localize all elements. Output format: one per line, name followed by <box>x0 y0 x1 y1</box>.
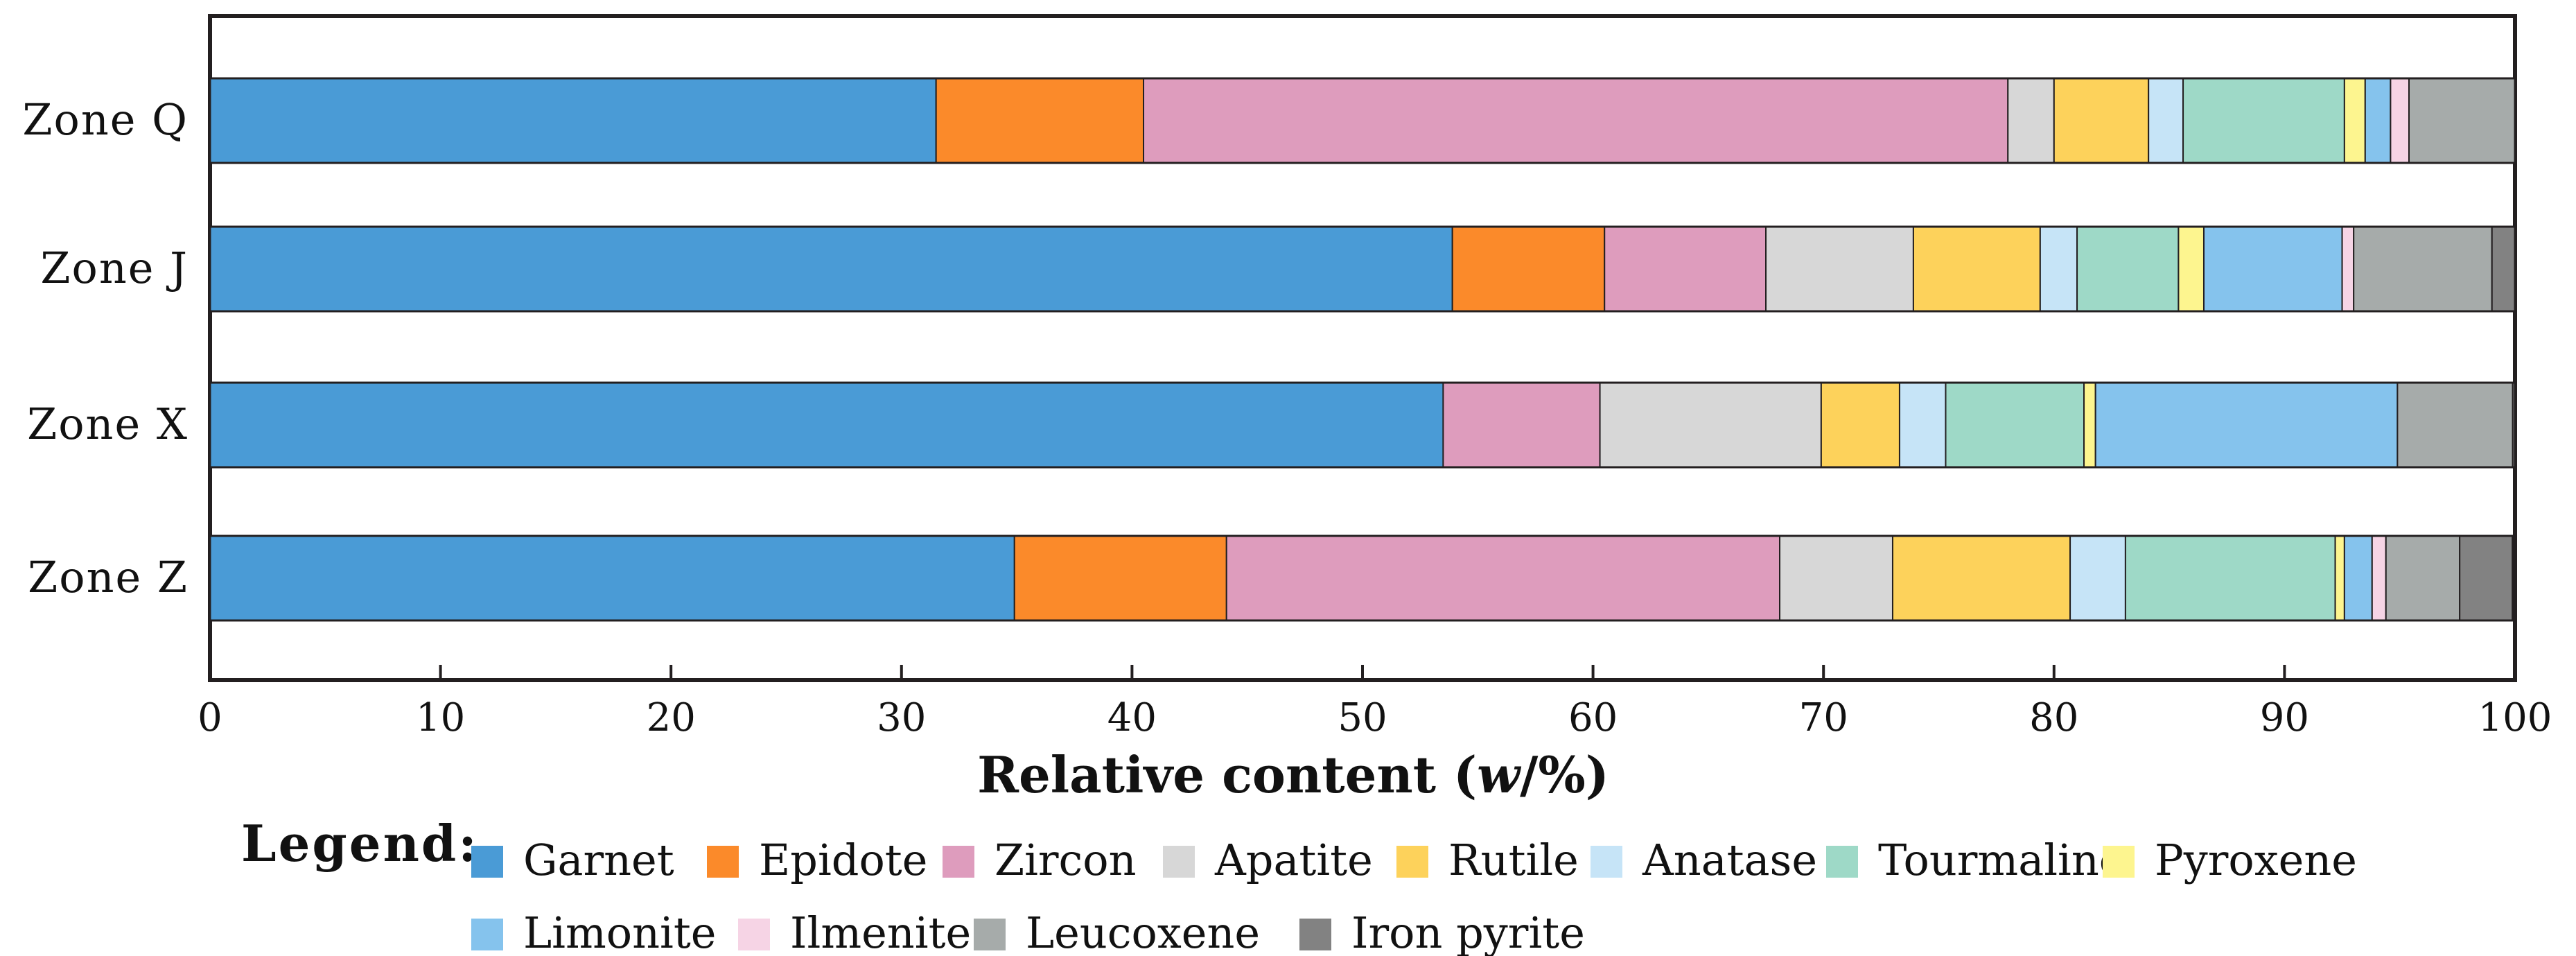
legend-swatch-tourmaline <box>1826 846 1858 878</box>
bar-segment-zone-j-anatase <box>2039 226 2078 312</box>
legend-title: Legend: <box>241 814 479 873</box>
legend-swatch-rutile <box>1396 846 1428 878</box>
x-tick-label-30: 30 <box>877 695 926 740</box>
legend-swatch-garnet <box>471 846 503 878</box>
legend: Legend: Garnet Epidote Zircon Apatite Rutile… <box>241 814 2357 956</box>
legend-swatch-leucoxene <box>974 919 1006 950</box>
x-tick-label-20: 20 <box>647 695 696 740</box>
x-tick-label-0: 0 <box>198 695 222 740</box>
legend-swatch-pyroxene <box>2103 846 2135 878</box>
bar-segment-zone-z-iron-pyrite <box>2459 535 2514 621</box>
legend-swatch-ilmenite <box>738 919 770 950</box>
legend-swatch-apatite <box>1163 846 1195 878</box>
bar-segment-zone-q-pyroxene <box>2343 78 2366 164</box>
legend-label-pyroxene: Pyroxene <box>2155 835 2357 885</box>
bar-outline-zone-x <box>209 381 2516 469</box>
x-axis-ticks: 0 10 20 30 40 50 60 70 80 90 100 <box>198 665 2552 740</box>
bar-segment-zone-x-pyroxene <box>2083 382 2096 468</box>
x-tick-label-90: 90 <box>2260 695 2309 740</box>
legend-label-garnet: Garnet <box>523 835 674 885</box>
bar-segment-zone-q-zircon <box>1143 78 2009 164</box>
bar-segment-zone-z-limonite <box>2343 535 2373 621</box>
bar-segment-zone-x-zircon <box>1442 382 1601 468</box>
legend-swatch-anatase <box>1591 846 1622 878</box>
y-axis-labels: Zone Q Zone J Zone X Zone Z <box>22 94 189 602</box>
bar-segment-zone-x-garnet <box>209 382 1444 468</box>
bars-group <box>209 77 2516 622</box>
bar-segment-zone-q-ilmenite <box>2390 78 2410 164</box>
legend-swatch-epidote <box>707 846 739 878</box>
bar-segment-zone-q-tourmaline <box>2182 78 2345 164</box>
bar-segment-zone-x-apatite <box>1599 382 1822 468</box>
bar-segment-zone-j-iron-pyrite <box>2491 226 2516 312</box>
bar-segment-zone-j-zircon <box>1604 226 1767 312</box>
x-tick-label-50: 50 <box>1338 695 1387 740</box>
legend-swatch-zircon <box>943 846 974 878</box>
bar-segment-zone-j-epidote <box>1451 226 1606 312</box>
bar-segment-zone-z-ilmenite <box>2371 535 2387 621</box>
x-tick-label-80: 80 <box>2029 695 2078 740</box>
bar-segment-zone-z-zircon <box>1225 535 1781 621</box>
legend-label-anatase: Anatase <box>1642 835 1817 885</box>
bar-segment-zone-x-rutile <box>1820 382 1900 468</box>
bar-segment-zone-x-leucoxene <box>2397 382 2514 468</box>
legend-label-tourmaline: Tourmaline <box>1878 835 2124 885</box>
legend-label-rutile: Rutile <box>1448 835 1579 885</box>
bar-segment-zone-j-rutile <box>1912 226 2041 312</box>
bar-segment-zone-q-limonite <box>2364 78 2392 164</box>
y-label-zone-q: Zone Q <box>22 94 189 145</box>
x-tick-label-40: 40 <box>1107 695 1157 740</box>
y-label-zone-x: Zone X <box>27 399 189 449</box>
legend-label-epidote: Epidote <box>759 835 927 885</box>
bar-segment-zone-j-leucoxene <box>2353 226 2493 312</box>
bar-segment-zone-z-pyroxene <box>2334 535 2345 621</box>
bar-segment-zone-j-ilmenite <box>2341 226 2355 312</box>
bar-segment-zone-j-garnet <box>209 226 1453 312</box>
x-tick-label-70: 70 <box>1799 695 1848 740</box>
y-label-zone-z: Zone Z <box>28 552 189 602</box>
bar-segment-zone-q-anatase <box>2148 78 2184 164</box>
bar-outline-zone-z <box>209 535 2514 622</box>
x-tick-label-100: 100 <box>2478 695 2552 740</box>
bar-segment-zone-z-garnet <box>209 535 1015 621</box>
legend-label-ilmenite: Ilmenite <box>790 907 971 956</box>
bar-segment-zone-z-anatase <box>2069 535 2126 621</box>
bar-segment-zone-j-limonite <box>2202 226 2343 312</box>
legend-label-limonite: Limonite <box>523 907 717 956</box>
bar-segment-zone-x-limonite <box>2094 382 2399 468</box>
bar-segment-zone-j-pyroxene <box>2178 226 2205 312</box>
bar-segment-zone-x-tourmaline <box>1945 382 2085 468</box>
bar-segment-zone-j-tourmaline <box>2076 226 2180 312</box>
bar-segment-zone-q-garnet <box>209 78 937 164</box>
legend-label-zircon: Zircon <box>995 835 1137 885</box>
legend-swatch-iron-pyrite <box>1299 919 1331 950</box>
bar-segment-zone-x-anatase <box>1898 382 1947 468</box>
bar-segment-zone-z-leucoxene <box>2385 535 2461 621</box>
bar-segment-zone-z-tourmaline <box>2124 535 2336 621</box>
x-axis-title: Relative content (w/%) <box>977 745 1609 804</box>
bar-segment-zone-q-leucoxene <box>2408 78 2516 164</box>
legend-swatch-limonite <box>471 919 503 950</box>
bar-segment-zone-z-rutile <box>1891 535 2071 621</box>
x-tick-label-60: 60 <box>1568 695 1618 740</box>
bar-outline-zone-j <box>209 225 2516 313</box>
bar-segment-zone-q-epidote <box>935 78 1145 164</box>
legend-label-leucoxene: Leucoxene <box>1026 907 1260 956</box>
x-tick-label-10: 10 <box>416 695 465 740</box>
bar-segment-zone-z-apatite <box>1779 535 1893 621</box>
bar-segment-zone-q-apatite <box>2007 78 2055 164</box>
bar-outline-zone-q <box>209 77 2516 164</box>
bar-segment-zone-z-epidote <box>1013 535 1227 621</box>
legend-label-iron-pyrite: Iron pyrite <box>1351 907 1585 956</box>
y-label-zone-j: Zone J <box>40 243 189 293</box>
bar-segment-zone-q-rutile <box>2053 78 2150 164</box>
legend-label-apatite: Apatite <box>1214 835 1373 885</box>
bar-segment-zone-j-apatite <box>1765 226 1914 312</box>
